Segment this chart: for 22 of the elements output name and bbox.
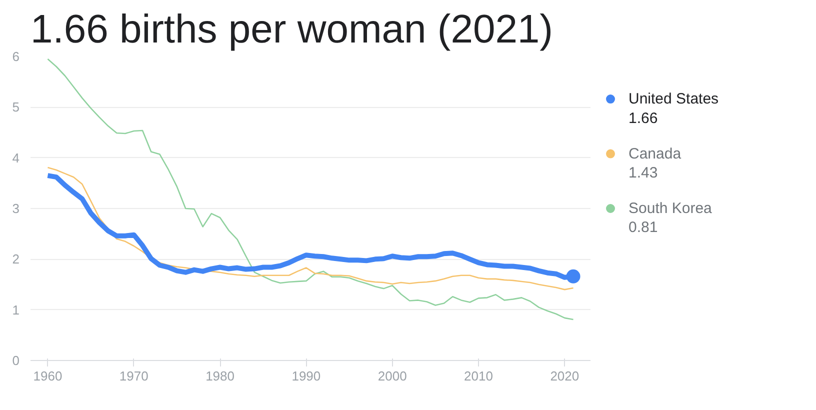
x-tick-label: 2000 — [378, 368, 407, 384]
chart-title: 1.66 births per woman (2021) — [30, 8, 553, 52]
text: 0.81 — [628, 219, 658, 236]
y-tick-label: 0 — [12, 353, 20, 368]
text: 1.43 — [628, 164, 658, 182]
y-tick-label: 6 — [12, 49, 20, 64]
legend-label: United States — [628, 90, 719, 108]
text: 1.66 — [628, 110, 658, 127]
legend-label: South Korea — [628, 200, 713, 217]
line-series — [47, 58, 574, 320]
legend-label: Canada — [628, 145, 682, 162]
y-tick-label: 5 — [12, 100, 20, 115]
x-tick-label: 1970 — [119, 368, 148, 384]
x-tick-label: 2010 — [464, 368, 493, 384]
x-tick-label: 2020 — [550, 368, 580, 384]
y-tick-label: 3 — [12, 201, 20, 216]
x-tick-label: 1960 — [33, 368, 62, 384]
x-tick-label: 1990 — [292, 368, 321, 384]
y-tick-label: 4 — [12, 150, 20, 166]
y-tick-label: 1 — [12, 302, 20, 318]
y-tick-label: 2 — [12, 252, 20, 267]
x-tick-label: 1980 — [206, 368, 234, 384]
